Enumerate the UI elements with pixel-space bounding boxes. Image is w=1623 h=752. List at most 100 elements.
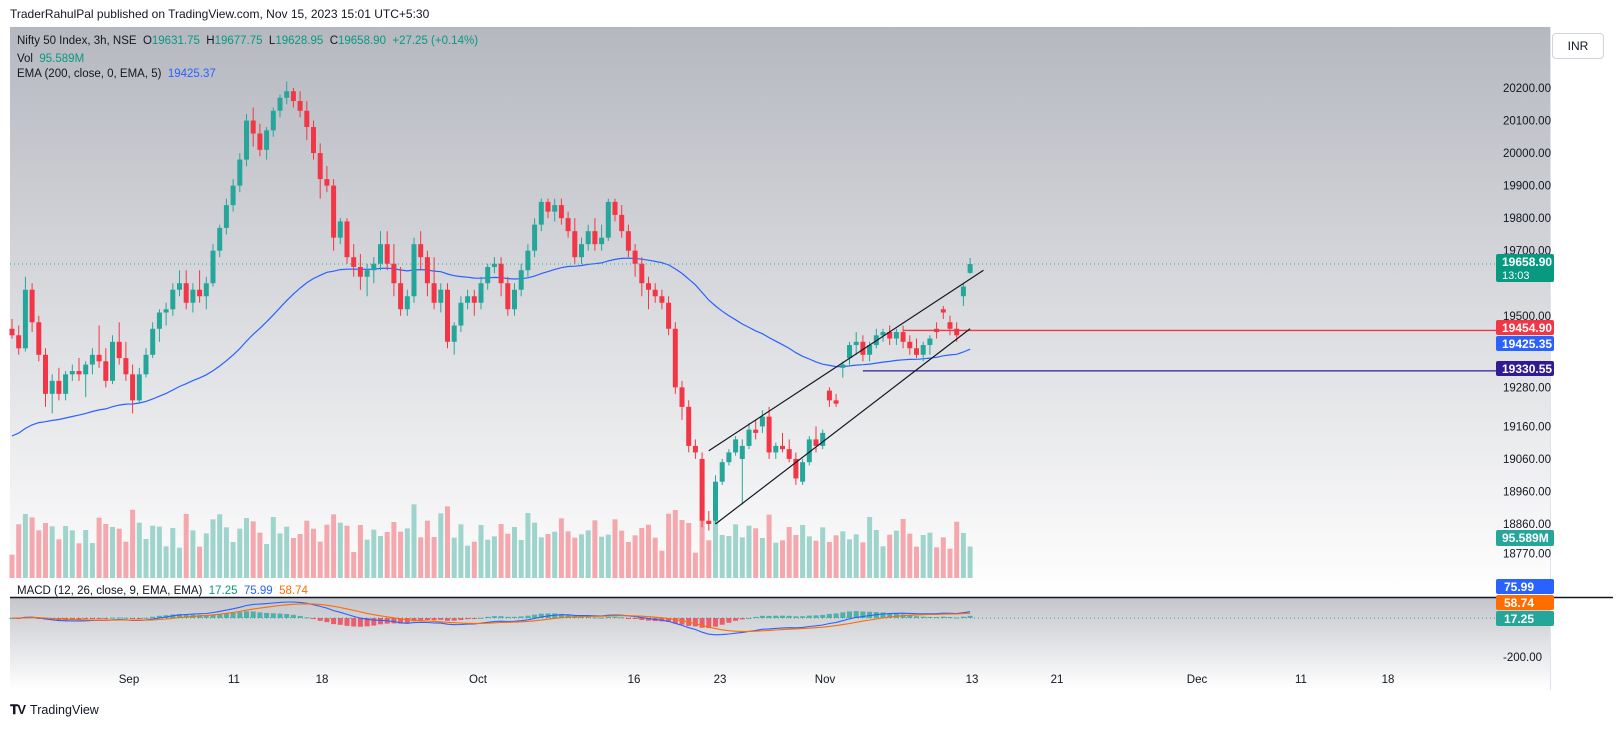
candle-body — [36, 322, 42, 355]
macd-histogram-bar — [110, 617, 115, 619]
price-tick-label: 20000.00 — [1503, 148, 1551, 160]
volume-bar — [270, 517, 276, 578]
macd-histogram-bar — [927, 616, 933, 618]
macd-histogram-bar — [378, 618, 383, 625]
volume-bar — [525, 513, 531, 578]
candle-body — [967, 264, 973, 273]
candle-body — [471, 296, 477, 303]
volume-bar — [311, 528, 316, 578]
macd-histogram-bar — [96, 618, 102, 619]
macd-histogram-bar — [692, 618, 698, 627]
candle-body — [123, 358, 129, 375]
candle-body — [746, 429, 752, 446]
macd-histogram-bar — [344, 618, 350, 626]
volume-bar — [545, 534, 551, 578]
macd-histogram-bar — [76, 618, 82, 620]
main-pane-bg — [10, 27, 1550, 597]
volume-bar — [659, 550, 665, 578]
volume-bar — [96, 517, 102, 578]
time-tick-label: 18 — [316, 674, 329, 686]
candle-body — [371, 263, 377, 271]
volume-bar — [156, 526, 162, 578]
time-tick-label: 11 — [1295, 674, 1307, 686]
candle-body — [163, 309, 169, 313]
volume-bar — [471, 541, 477, 578]
candles — [9, 81, 973, 531]
legend-vol-value: 95.589M — [39, 53, 85, 65]
volume-bar — [203, 533, 209, 578]
macd-histogram-bar — [914, 616, 919, 618]
price-tick-label: 19800.00 — [1503, 213, 1551, 225]
macd-histogram-bar — [103, 618, 109, 619]
candle-body — [532, 224, 538, 251]
macd-histogram-bar — [739, 618, 745, 620]
candle-body — [398, 283, 404, 310]
volume-bar — [934, 547, 940, 578]
price-label-text: 95.589M — [1502, 531, 1549, 545]
volume-bar — [619, 530, 625, 578]
volume-bar — [458, 524, 464, 578]
candle-body — [96, 354, 102, 362]
macd-histogram-bar — [451, 618, 457, 621]
macd-histogram-bar — [250, 611, 256, 618]
candle-body — [639, 263, 645, 284]
volume-bar — [49, 526, 55, 578]
volume-bar — [860, 542, 866, 578]
volume-bar — [726, 536, 732, 578]
macd-histogram-bar — [713, 618, 718, 627]
price-tick-label: 18770.00 — [1503, 548, 1551, 560]
time-tick-label: 18 — [1382, 674, 1395, 686]
volume-bar — [304, 520, 310, 578]
volume-bar — [565, 531, 571, 578]
candle-body — [579, 244, 584, 258]
volume-bar — [257, 532, 263, 578]
volume-bar — [177, 547, 182, 578]
volume-bar — [398, 531, 404, 578]
drawings — [10, 263, 1550, 525]
volume-bar — [250, 521, 256, 578]
macd-histogram-bar — [625, 618, 631, 619]
macd-histogram-bar — [351, 618, 357, 627]
volume-bar — [572, 537, 578, 578]
macd-histogram-bar — [371, 618, 377, 626]
macd-histogram-bar — [438, 618, 444, 620]
macd-histogram-bar — [264, 612, 270, 618]
candle-body — [887, 332, 893, 339]
volume-bar — [418, 537, 424, 578]
volume-bar — [538, 537, 544, 578]
macd-histogram-bar — [632, 618, 638, 619]
candle-body — [733, 439, 739, 453]
volume-bar — [264, 544, 270, 578]
candle-body — [954, 328, 960, 336]
macd-histogram-bar — [639, 618, 645, 620]
channel-upper-line — [708, 269, 984, 452]
candle-body — [203, 283, 209, 297]
volume-bar — [639, 528, 645, 578]
candle-body — [177, 283, 182, 290]
volume-bar — [411, 504, 417, 578]
macd-histogram-bar — [806, 615, 812, 618]
candle-body — [404, 296, 410, 310]
candle-body — [880, 332, 886, 336]
volume-bar — [759, 538, 765, 578]
candle-body — [632, 250, 638, 264]
legend-macd: MACD (12, 26, close, 9, EMA, EMA) 17.25 … — [17, 585, 308, 597]
volume-bar — [284, 526, 290, 578]
candle-body — [431, 283, 437, 303]
time-tick-label: 13 — [966, 674, 979, 686]
macd-histogram-bar — [934, 617, 940, 619]
currency-button[interactable]: INR — [1552, 33, 1604, 59]
candle-body — [625, 231, 631, 251]
volume-bar — [89, 543, 95, 578]
candle-body — [833, 400, 839, 404]
candle-body — [853, 341, 859, 346]
candle-body — [646, 283, 651, 290]
candle-body — [940, 309, 946, 313]
macd-histogram-bar — [538, 613, 544, 618]
candle-body — [907, 341, 913, 349]
price-chart[interactable]: 20200.00 20100.00 20000.00 19900.00 19800.00… — [0, 0, 1623, 700]
volume-bar — [605, 534, 611, 578]
candle-body — [110, 341, 115, 381]
macd-histogram-bar — [177, 614, 182, 618]
volume-bar — [532, 522, 538, 578]
